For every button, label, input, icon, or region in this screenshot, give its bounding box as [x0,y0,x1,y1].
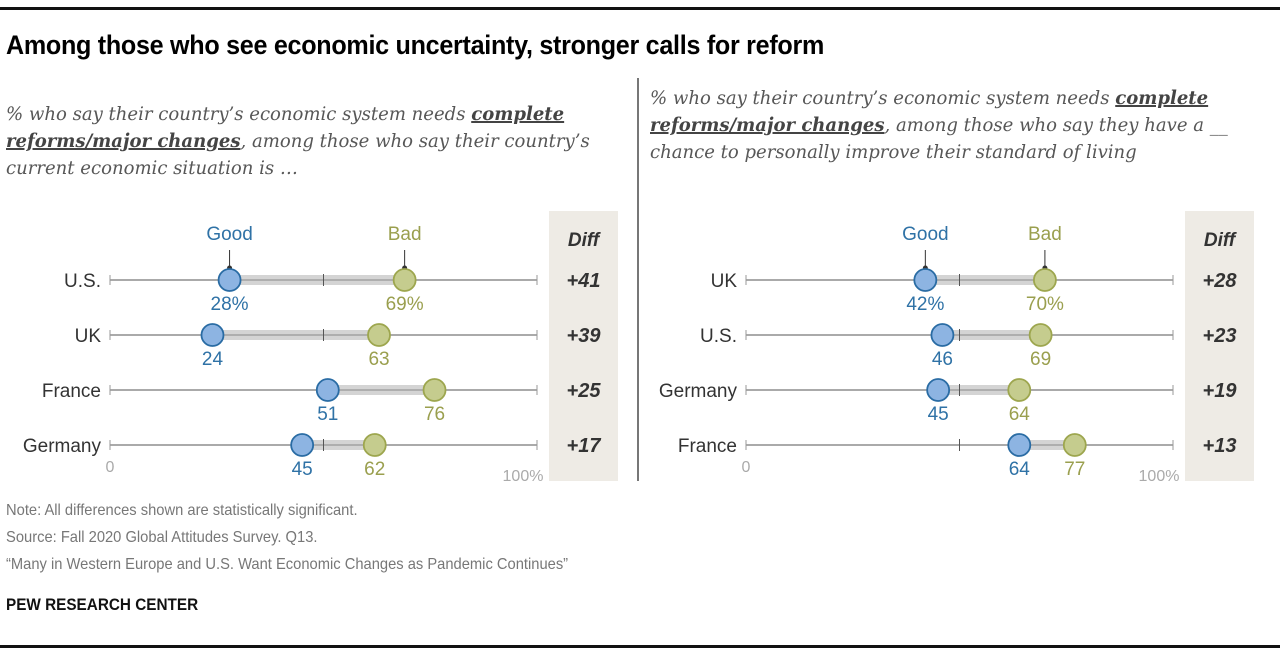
left-value-label-good: 51 [317,404,338,425]
right-dot-good [913,268,938,292]
right-value-label-bad: 77 [1064,459,1085,480]
right-value-label-good: 42% [906,294,944,315]
left-diff-value: +25 [567,380,602,402]
left-value-label-bad: 63 [368,349,389,370]
left-subtitle-post: , among those who say their country’s cu… [6,130,590,179]
right-row-label: UK [711,271,738,292]
left-value-label-good: 28% [211,294,249,315]
right-dot-bad [1028,323,1053,347]
left-dot-good [217,268,242,292]
right-dot-bad [1062,433,1087,457]
right-legend-bad: Bad [1028,224,1062,245]
left-value-label-bad: 76 [424,404,445,425]
right-diff-header: Diff [1204,230,1237,251]
right-row-label: France [678,436,737,457]
right-axis-label-max: 100% [1139,468,1180,485]
dot-range-charts: Diff Good Bad U.S. 28% 69% +41 UK 24 63 +39 France 5… [23,211,1254,485]
left-subtitle-emphasis: complete reforms/major changes [6,103,565,152]
left-subtitle: % who say their country’s economic syste… [6,101,595,182]
right-legend-good: Good [902,224,948,245]
left-value-label-bad: 69% [386,294,424,315]
right-dot-bad [1033,268,1057,292]
right-diff-column [1185,211,1254,481]
left-dot-good [315,378,340,402]
left-subtitle-pre: % who say their country’s economic syste… [6,103,472,125]
right-value-label-good: 45 [928,404,949,425]
top-rule [0,7,1280,10]
left-value-label-good: 24 [202,349,224,370]
left-diff-column [549,211,618,481]
note-text: Note: All differences shown are statisti… [6,502,358,519]
right-diff-value: +28 [1203,270,1238,292]
panel-divider [637,78,639,481]
chart-title: Among those who see economic uncertainty… [6,30,825,60]
right-value-label-good: 46 [932,349,953,370]
left-dot-bad [422,378,447,402]
left-row-label: U.S. [64,271,101,292]
report-title: “Many in Western Europe and U.S. Want Ec… [6,556,569,573]
left-diff-header: Diff [568,230,601,251]
footer-notes: Note: All differences shown are statisti… [6,497,568,578]
right-dot-good [1007,433,1032,457]
left-axis-label-max: 100% [503,468,544,485]
right-value-label-bad: 64 [1009,404,1031,425]
right-dot-bad [1007,378,1032,402]
right-row-label: U.S. [700,326,737,347]
right-axis-label-min: 0 [742,459,751,476]
left-value-label-bad: 62 [364,459,385,480]
right-dot-good [930,323,955,347]
right-value-label-bad: 69 [1030,349,1051,370]
right-value-label-bad: 70% [1026,294,1064,315]
left-axis-label-min: 0 [106,459,115,476]
left-row-label: France [42,381,101,402]
left-dot-bad [367,323,391,347]
left-dot-good [200,323,225,347]
right-subtitle: % who say their country’s economic syste… [650,85,1277,166]
right-diff-value: +19 [1203,380,1238,402]
right-diff-value: +13 [1203,435,1237,457]
left-value-label-good: 45 [292,459,313,480]
right-dot-good [926,378,951,402]
left-dot-bad [392,268,417,292]
right-row-label: Germany [659,381,738,402]
left-diff-value: +17 [567,435,602,457]
right-subtitle-post: , among those who say they have a __ cha… [650,114,1228,163]
bottom-rule [0,645,1280,648]
left-diff-value: +39 [567,325,602,347]
right-diff-value: +23 [1203,325,1237,347]
left-dot-good [290,433,315,457]
right-value-label-good: 64 [1009,459,1031,480]
left-diff-value: +41 [567,270,601,292]
right-subtitle-emphasis: complete reforms/major changes [650,87,1209,136]
right-subtitle-pre: % who say their country’s economic syste… [650,87,1116,109]
left-row-label: UK [75,326,102,347]
left-legend-bad: Bad [388,224,422,245]
left-row-label: Germany [23,436,102,457]
source-text: Source: Fall 2020 Global Attitudes Surve… [6,529,318,546]
brand-logo-text: PEW RESEARCH CENTER [6,595,199,614]
left-dot-bad [362,433,387,457]
left-legend-good: Good [206,224,252,245]
